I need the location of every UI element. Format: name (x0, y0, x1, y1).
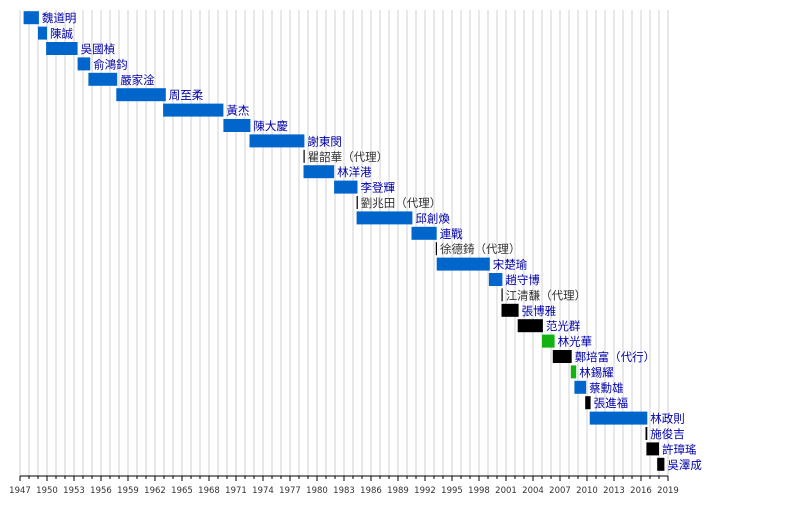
bar (303, 149, 305, 163)
x-tick-label: 1962 (144, 486, 166, 496)
bar-label: 宋楚瑜 (493, 258, 528, 272)
x-tick-label: 2016 (630, 486, 652, 496)
bar-label: 連戰 (440, 227, 463, 241)
bar-label: 張博雅 (522, 304, 557, 318)
bar-label: 劉兆田（代理） (361, 196, 442, 210)
x-tick-label: 1947 (9, 486, 31, 496)
bar (517, 319, 543, 333)
x-tick-label: 1950 (36, 486, 58, 496)
x-tick-label: 2013 (603, 486, 625, 496)
x-tick-label: 1959 (117, 486, 139, 496)
bars (23, 11, 665, 471)
bar (585, 396, 591, 410)
bar-label: 邱創煥 (415, 211, 450, 225)
bar-label: 陳誠 (50, 27, 73, 41)
bar (542, 334, 555, 348)
bar (570, 365, 577, 379)
bar-label: 吳澤成 (667, 458, 702, 472)
x-tick-label: 2001 (495, 486, 517, 496)
bar (249, 134, 305, 148)
bar-label: 林錫耀 (579, 365, 614, 379)
bar-label: 陳大慶 (253, 119, 288, 133)
bar (23, 11, 39, 25)
bar (356, 211, 413, 225)
bar-label: 蔡勳雄 (589, 381, 624, 395)
x-tick-label: 1956 (90, 486, 112, 496)
x-tick-label: 1971 (225, 486, 247, 496)
bar (645, 427, 648, 440)
bar (488, 273, 503, 286)
bar (46, 42, 78, 55)
bar-label: 周至柔 (169, 88, 204, 102)
bar (574, 380, 587, 394)
bar (77, 57, 91, 71)
bar (163, 103, 224, 117)
x-ticks: 1947 1950 1953 1956 1959 1962 1965 1968 1971 1974… (9, 476, 679, 496)
bar (552, 350, 572, 363)
bar-label: 江清馦（代理） (506, 288, 587, 302)
bar-label: 嚴家淦 (120, 73, 155, 87)
bar (356, 196, 358, 209)
bar-label: 施俊吉 (650, 427, 685, 441)
bar-label: 趙守博 (505, 273, 540, 287)
x-tick-label: 2010 (576, 486, 598, 496)
bar-label: 李登輝 (361, 181, 396, 195)
bar (657, 457, 665, 471)
x-tick-label: 1965 (171, 486, 193, 496)
bar (411, 226, 437, 240)
bar (501, 303, 519, 317)
x-tick-label: 1953 (63, 486, 85, 496)
x-tick-label: 1968 (198, 486, 220, 496)
bar (116, 88, 166, 102)
grid-lines (19, 10, 669, 476)
x-tick-label: 1980 (306, 486, 328, 496)
bar (38, 26, 47, 40)
bar-label: 謝東閔 (307, 134, 342, 148)
x-tick-label: 1998 (468, 486, 490, 496)
x-tick-label: 1974 (252, 486, 274, 496)
bar (223, 119, 251, 132)
x-tick-label: 1986 (360, 486, 382, 496)
bar (334, 180, 358, 194)
x-tick-label: 1983 (333, 486, 355, 496)
bar-label: 吳國楨 (81, 42, 116, 56)
x-tick-label: 2007 (549, 486, 571, 496)
x-tick-label: 2004 (522, 486, 544, 496)
bar-label: 鄭培富（代行） (575, 350, 656, 364)
bar-label: 俞鴻鈞 (93, 57, 128, 71)
bar-label: 徐德錡（代理） (440, 242, 521, 256)
bar-label: 瞿韶華（代理） (308, 150, 389, 164)
x-tick-label: 2019 (657, 486, 679, 496)
bar-label: 許璋瑤 (662, 442, 697, 456)
bar-label: 魏道明 (42, 11, 77, 25)
x-tick-label: 1995 (441, 486, 463, 496)
bar-label: 林光華 (558, 335, 593, 349)
bar (435, 242, 437, 256)
bar (501, 288, 503, 302)
bar-label: 黃杰 (226, 104, 249, 118)
name-labels: 魏道明陳誠吳國楨俞鴻鈞嚴家淦周至柔黃杰陳大慶謝東閔瞿韶華（代理）林洋港李登輝劉兆… (42, 11, 702, 472)
bar (303, 165, 335, 179)
bar (436, 257, 490, 271)
x-tick-label: 1992 (414, 486, 436, 496)
bar-label: 張進福 (594, 396, 629, 410)
bar-label: 林政則 (650, 412, 685, 426)
bar-label: 林洋港 (337, 165, 372, 179)
bar-label: 范光群 (546, 319, 581, 333)
x-tick-label: 1977 (279, 486, 301, 496)
bar (88, 72, 118, 86)
bar (646, 442, 659, 456)
x-tick-label: 1989 (387, 486, 409, 496)
bar (589, 411, 648, 425)
